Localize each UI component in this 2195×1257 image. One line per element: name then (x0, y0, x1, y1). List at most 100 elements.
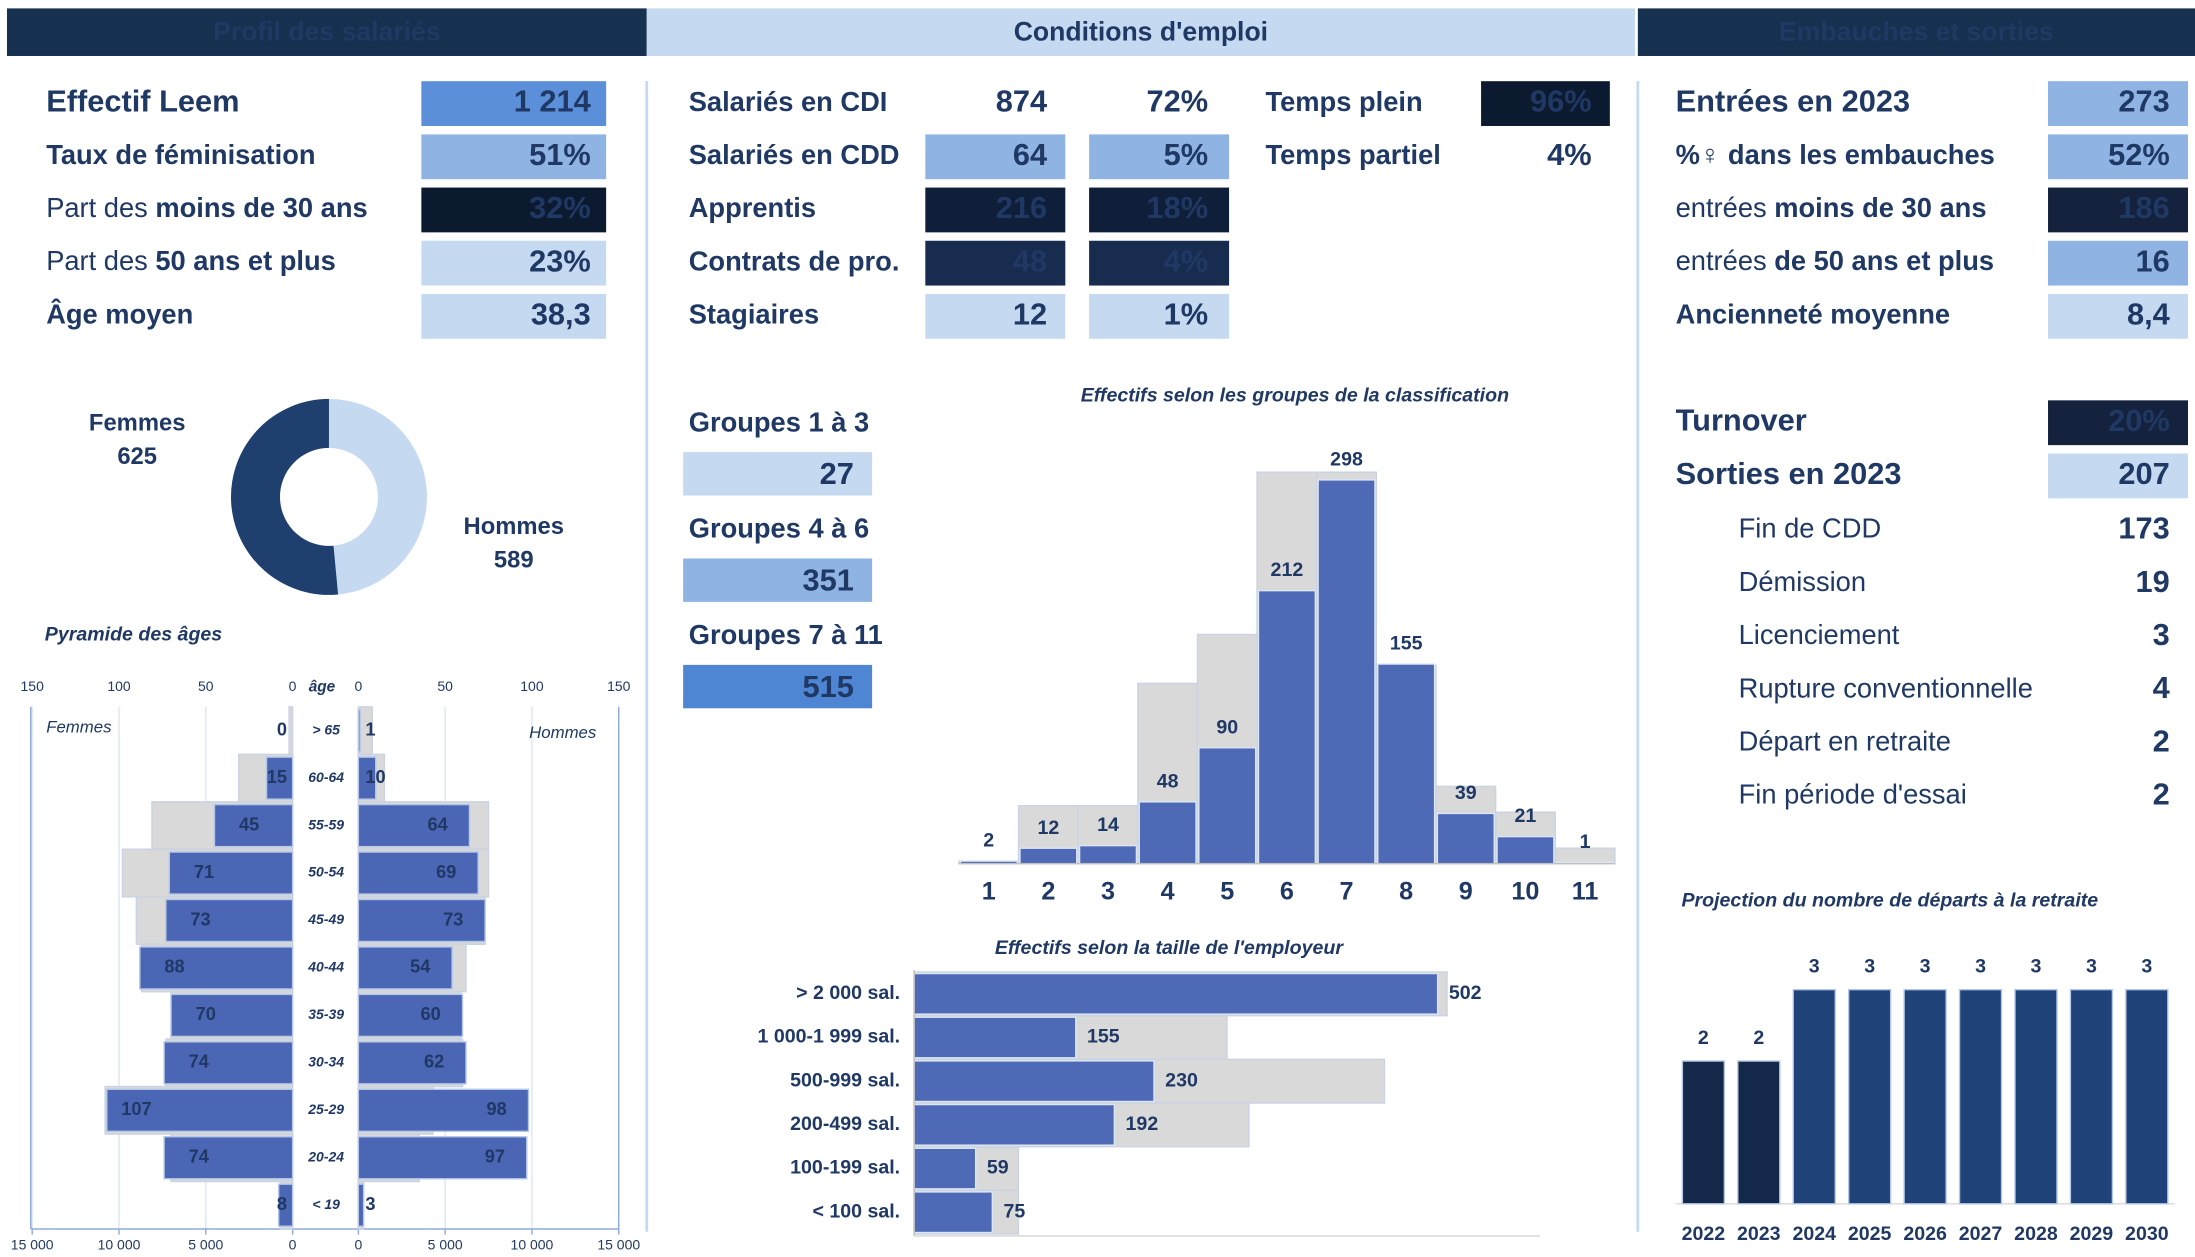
x-tick-label: 0 (289, 678, 297, 694)
bar (913, 1103, 1116, 1146)
age-label: 25-29 (307, 1101, 344, 1117)
kpi-box (1481, 81, 1610, 126)
value-label: 2 (1698, 1027, 1709, 1049)
value-label: 212 (1271, 559, 1304, 581)
detail-label: Rupture conventionnelle (1739, 672, 2033, 703)
bar (2125, 988, 2169, 1205)
value-label: 15 (267, 767, 287, 787)
x-tick-label: 2022 (1682, 1223, 1726, 1245)
bar (357, 1183, 365, 1227)
value-label: 3 (2031, 955, 2042, 977)
x-tick-label: 9 (1459, 878, 1473, 906)
bar (357, 803, 471, 848)
x-tick-label: 150 (21, 678, 45, 694)
label-part: 50 ans et plus (155, 245, 335, 276)
label-part: Âge moyen (46, 299, 193, 330)
x2-tick-label: 0 (354, 1237, 362, 1253)
detail-value: 2 (2153, 777, 2170, 812)
bar (2014, 988, 2058, 1205)
age-label: 45-49 (307, 911, 344, 927)
label-part: Sorties en 2023 (1676, 456, 1902, 491)
value-label: 74 (189, 1147, 210, 1167)
value-label: 98 (486, 1099, 506, 1119)
bar (357, 851, 479, 895)
bar (1792, 988, 1836, 1205)
kpi-label: Salariés en CDD (689, 139, 900, 170)
label-part: Ancienneté moyenne (1676, 299, 1950, 330)
bar (1138, 801, 1197, 865)
kpi-box (2048, 187, 2189, 233)
group-value: 351 (803, 562, 854, 597)
group-box (683, 452, 873, 496)
detail-label: Fin période d'essai (1739, 779, 1967, 810)
detail-label: Départ en retraite (1739, 725, 1951, 756)
bar (357, 708, 361, 753)
bar (168, 851, 294, 895)
bar (357, 1088, 530, 1132)
value-label: 70 (196, 1004, 216, 1024)
kpi-box (2048, 400, 2189, 446)
kpi-value: 48 (1013, 243, 1047, 278)
donut-value: 589 (494, 547, 534, 574)
detail-value: 4 (2153, 670, 2170, 705)
bar (1903, 988, 1947, 1205)
chart-title: Effectifs selon la taille de l'employeur (995, 937, 1345, 959)
age-label: < 19 (312, 1196, 340, 1212)
x-tick-label: 100 (520, 678, 544, 694)
series-name: Femmes (46, 717, 112, 736)
bar (1198, 747, 1257, 865)
kpi-value: 16 (2136, 243, 2170, 278)
value-label: 3 (365, 1194, 375, 1214)
label-part: moins de 30 ans (155, 192, 367, 223)
x-tick-label: 2 (1041, 878, 1055, 906)
chart-title: Pyramide des âges (45, 624, 223, 646)
x-tick-label: 50 (437, 678, 453, 694)
x-tick-label: 6 (1280, 878, 1294, 906)
value-label: 62 (424, 1052, 444, 1072)
kpi-value: 32% (529, 190, 591, 225)
comparison-bar (288, 706, 294, 756)
chart-title: Effectifs selon les groupes de la classi… (1081, 384, 1509, 406)
kpi-label: Âge moyen (46, 299, 193, 330)
x-tick-label: 2027 (1959, 1223, 2003, 1245)
detail-value: 3 (2153, 617, 2170, 652)
bar (357, 1041, 467, 1085)
x2-tick-label: 5 000 (188, 1237, 223, 1253)
value-label: 54 (410, 957, 431, 977)
detail-value: 2 (2153, 723, 2170, 758)
kpi-label: entrées moins de 30 ans (1676, 192, 1987, 223)
x-tick-label: 100 (107, 678, 131, 694)
kpi-box (1089, 134, 1230, 180)
x-tick-label: 2025 (1848, 1223, 1892, 1245)
age-label: 20-24 (307, 1148, 344, 1164)
value-label: 2 (983, 830, 994, 852)
value-label: 88 (164, 957, 184, 977)
kpi-box (2048, 81, 2189, 126)
kpi-value: 4% (1164, 243, 1209, 278)
value-label: 73 (190, 909, 210, 929)
x-tick-label: 7 (1340, 878, 1354, 906)
group-box (683, 664, 873, 709)
kpi-box (925, 240, 1066, 286)
value-label: 3 (2141, 955, 2152, 977)
detail-label: Démission (1739, 566, 1866, 597)
x2-tick-label: 10 000 (98, 1237, 141, 1253)
x-tick-label: 0 (354, 678, 362, 694)
label-part: %♀ dans les embauches (1676, 139, 1995, 170)
x-tick-label: 2023 (1737, 1223, 1781, 1245)
kpi-label: Part des 50 ans et plus (46, 245, 336, 276)
y-tick-label: 200-499 sal. (790, 1113, 900, 1135)
kpi-value: 8,4 (2127, 296, 2170, 331)
kpi-value: 38,3 (531, 296, 591, 331)
x2-tick-label: 15 000 (11, 1237, 54, 1253)
kpi-label: Salariés en CDI (689, 86, 888, 117)
donut-label: Hommes (464, 513, 564, 540)
value-label: 298 (1330, 448, 1363, 470)
x-tick-label: 11 (1572, 878, 1599, 906)
bar (106, 1088, 294, 1132)
value-label: 71 (194, 862, 214, 882)
bar (139, 946, 294, 990)
value-label: 8 (277, 1194, 287, 1214)
series-name: Hommes (529, 723, 597, 742)
x-tick-label: 5 (1220, 878, 1234, 906)
